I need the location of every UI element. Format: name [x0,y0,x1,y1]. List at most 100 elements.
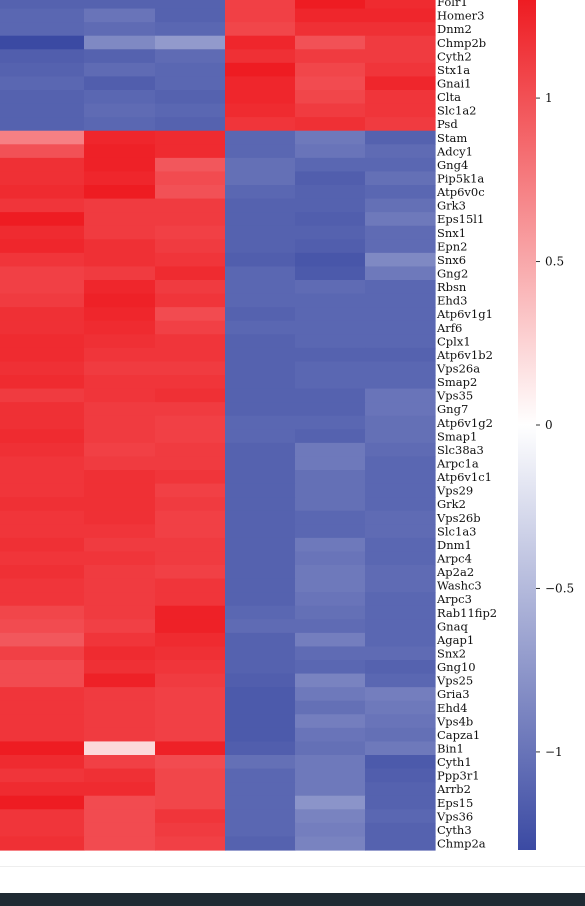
heatmap-cell [365,361,436,376]
heatmap-cell [0,429,85,444]
heatmap-cell [225,22,296,37]
heatmap-cell [84,660,156,675]
heatmap-cell [365,35,436,50]
heatmap-cell [295,225,366,240]
heatmap-cell [155,280,226,295]
heatmap-cell [0,293,85,308]
heatmap-cell [0,49,85,64]
row-label: Grk2 [437,497,466,511]
heatmap-cell [225,90,296,105]
heatmap-cell [295,741,366,756]
heatmap-cell [365,727,436,743]
heatmap-cell [225,782,296,797]
heatmap-cell [0,714,85,729]
heatmap-cell [0,836,85,851]
heatmap-cell [365,497,436,512]
heatmap-cell [365,456,436,471]
row-label: Folr1 [437,0,468,9]
heatmap-cell [365,632,436,648]
heatmap-cell [84,266,156,281]
row-label: Gng2 [437,267,468,281]
row-label: Chmp2a [437,837,486,851]
heatmap-cell [155,334,226,349]
heatmap-cell [365,185,436,200]
colorbar-ticks: 1 0.5 0 −0.5 −1 [536,91,574,759]
heatmap-cell [295,510,366,525]
heatmap-cell [84,415,156,430]
heatmap-cell [155,673,226,688]
heatmap-cell [225,836,296,851]
heatmap-cell [225,320,296,335]
heatmap-cell [155,836,226,851]
heatmap-cell [365,700,436,715]
heatmap-cell [155,117,226,132]
heatmap-cell [295,90,366,105]
heatmap-cell [84,524,156,539]
heatmap-cell [84,0,156,10]
heatmap-cell [84,755,156,770]
heatmap-cell [0,402,85,417]
heatmap-cell [0,307,85,322]
heatmap-cell [365,212,436,227]
heatmap-cell [155,592,226,607]
row-label: Snx2 [437,647,466,661]
heatmap-cell [0,578,85,593]
heatmap-cell [365,442,436,458]
heatmap-cell [84,700,156,715]
heatmap-cell [365,483,436,498]
heatmap-cell [225,266,296,281]
row-label: Epn2 [437,239,467,253]
heatmap-cell [155,103,226,118]
heatmap-cell [155,225,226,240]
heatmap-cell [365,795,436,810]
heatmap-cell [225,795,296,810]
heatmap-cell [0,62,85,78]
heatmap-cell [365,619,436,634]
heatmap-cell [84,198,156,213]
heatmap-cell [155,537,226,553]
heatmap-cell [155,49,226,64]
row-label: Cyth1 [437,755,472,769]
heatmap-cell [84,714,156,729]
heatmap-cell [84,795,156,810]
row-label: Slc1a2 [437,104,477,118]
heatmap-cell [0,171,85,186]
heatmap-cell [295,266,366,281]
heatmap-cell [295,171,366,186]
heatmap-cell [155,375,226,390]
heatmap-cell [225,768,296,783]
heatmap-cell [0,361,85,376]
row-label: Vps35 [436,389,473,403]
heatmap-cell [225,565,296,580]
heatmap-cell [365,76,436,91]
heatmap-cell [225,646,296,661]
heatmap-cell [225,117,296,132]
heatmap-cell [365,782,436,797]
heatmap-cell [0,347,85,363]
row-labels: Folr1Homer3Dnm2Chmp2bCyth2Stx1aGnai1Clta… [436,0,497,851]
heatmap-cell [0,592,85,607]
heatmap-cell [0,103,85,118]
heatmap-cell [365,0,436,10]
heatmap-cell [155,578,226,593]
heatmap-cell [84,551,156,566]
heatmap-cell [84,429,156,444]
heatmap-cell [225,171,296,186]
heatmap-cell [84,673,156,688]
heatmap-cell [0,90,85,105]
row-label: Adcy1 [436,144,473,158]
heatmap-cell [84,320,156,335]
heatmap-cell [0,510,85,525]
heatmap-cell [295,442,366,458]
heatmap-cell [225,334,296,349]
heatmap-cell [155,632,226,648]
heatmap-cell [365,280,436,295]
heatmap-cell [84,619,156,634]
heatmap-cell [0,320,85,335]
heatmap-cell [295,62,366,78]
heatmap-cell [295,388,366,403]
row-label: Capza1 [437,728,480,742]
heatmap-cell [0,8,85,23]
colorbar-tick-label: 0.5 [545,255,564,269]
colorbar-tick-label: 0 [545,418,553,432]
